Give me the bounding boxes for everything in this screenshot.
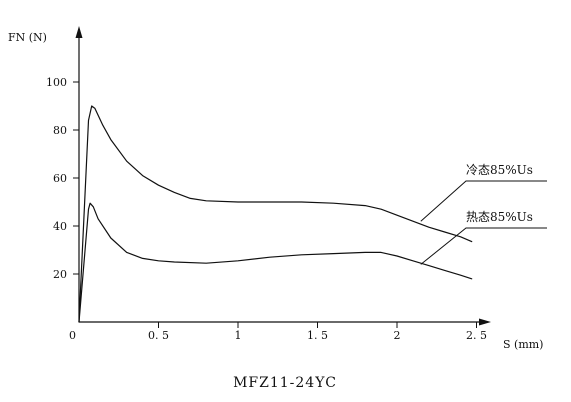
x-tick-label: 0. 5 <box>148 329 169 342</box>
y-tick-label: 100 <box>46 76 67 89</box>
x-ticks: 0. 5 1 1. 5 2 2. 5 <box>148 322 487 342</box>
series-leader-line <box>420 227 547 265</box>
origin-label: 0 <box>69 329 76 342</box>
y-axis-arrow-icon <box>75 26 83 38</box>
y-ticks: 20 40 60 80 100 <box>46 76 79 281</box>
series-label: 冷态85%Us <box>466 163 533 177</box>
chart-caption: MFZ11-24YC <box>233 375 337 391</box>
series-line <box>78 202 473 323</box>
series-label: 热态85%Us <box>466 210 533 224</box>
y-tick-label: 60 <box>53 172 67 185</box>
x-tick-label: 1. 5 <box>307 329 328 342</box>
series-layer: 冷态85%Us 热态85%Us <box>78 105 547 323</box>
x-tick-label: 1 <box>235 329 242 342</box>
y-tick-label: 80 <box>53 124 67 137</box>
y-axis-title: FN (N) <box>8 31 47 44</box>
y-tick-label: 20 <box>53 268 67 281</box>
x-tick-label: 2. 5 <box>466 329 487 342</box>
x-axis-title: S (mm) <box>503 338 543 351</box>
series-leader-line <box>420 180 547 222</box>
y-tick-label: 40 <box>53 220 67 233</box>
series-line <box>78 105 473 323</box>
x-axis-arrow-icon <box>479 318 491 326</box>
x-tick-label: 2 <box>394 329 401 342</box>
